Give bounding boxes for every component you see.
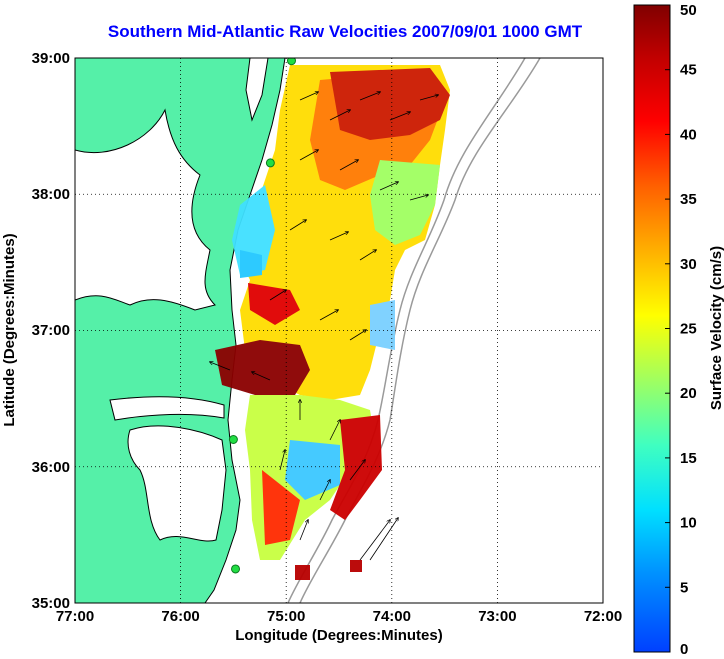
colorbar — [633, 4, 671, 653]
grid-lines — [75, 58, 603, 603]
radar-station-marker — [265, 158, 275, 168]
delaware-bay — [245, 58, 269, 122]
y-tick-label: 35:00 — [32, 595, 70, 612]
colorbar-tick-label: 0 — [680, 641, 688, 658]
y-tick-label: 38:00 — [32, 186, 70, 203]
radar-stations — [228, 58, 296, 574]
x-tick-label: 77:00 — [56, 608, 94, 625]
colorbar-tick-label: 5 — [680, 579, 688, 596]
x-tick-label: 72:00 — [584, 608, 622, 625]
colorbar-tick-label: 20 — [680, 385, 697, 402]
x-tick-label: 73:00 — [478, 608, 516, 625]
radar-station-marker — [228, 435, 238, 444]
bathymetry-contour — [299, 58, 541, 603]
colorbar-tick-label: 40 — [680, 126, 697, 143]
plot-frame — [74, 57, 604, 604]
colorbar-tick-label: 25 — [680, 321, 697, 338]
radar-station-marker — [231, 564, 241, 574]
y-tick-label: 39:00 — [32, 50, 70, 67]
colorbar-tick-label: 50 — [680, 2, 697, 19]
velocity-arrows — [210, 92, 438, 561]
radar-station-marker — [286, 58, 296, 66]
colorbar-tick-label: 30 — [680, 256, 697, 273]
y-axis-label: Latitude (Degrees:Minutes) — [1, 233, 18, 426]
colorbar-ticks: 0 5 10 15 20 25 30 35 40 45 50 — [665, 2, 697, 658]
colorbar-tick-label: 45 — [680, 62, 697, 79]
albemarle-sound — [109, 396, 225, 421]
colorbar-tick-label: 35 — [680, 191, 697, 208]
x-tick-label: 76:00 — [161, 608, 199, 625]
x-tick-label: 75:00 — [267, 608, 305, 625]
x-axis-label: Longitude (Degrees:Minutes) — [235, 627, 443, 644]
bathymetry-contour — [287, 58, 526, 603]
pamlico-sound — [127, 425, 227, 542]
colorbar-tick-label: 10 — [680, 515, 697, 532]
y-axis-ticks: 39:00 38:00 37:00 36:00 35:00 — [32, 50, 70, 612]
y-tick-label: 36:00 — [32, 459, 70, 476]
colorbar-tick-label: 15 — [680, 450, 697, 467]
x-axis-ticks: 77:00 76:00 75:00 74:00 73:00 72:00 — [56, 608, 622, 625]
x-tick-label: 74:00 — [373, 608, 411, 625]
chesapeake-bay — [75, 108, 216, 311]
colorbar-label: Surface Velocity (cm/s) — [708, 246, 724, 410]
chart-title: Southern Mid-Atlantic Raw Velocities 200… — [107, 22, 583, 41]
y-tick-label: 37:00 — [32, 322, 70, 339]
